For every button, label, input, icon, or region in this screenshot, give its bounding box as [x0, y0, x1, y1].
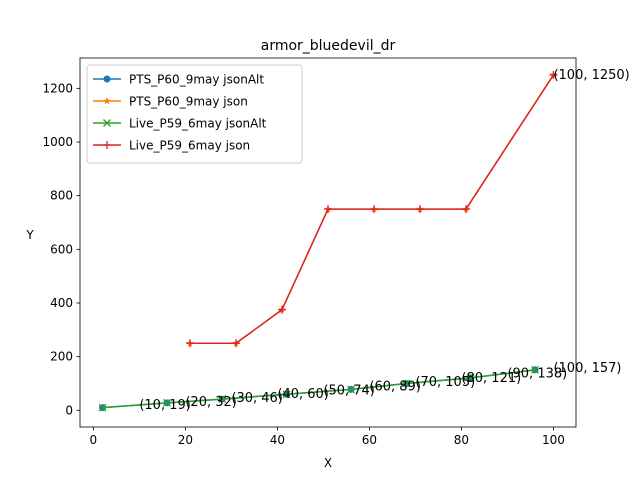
series-3-line	[102, 369, 536, 409]
series-4-point	[324, 205, 332, 214]
series-3-point	[282, 390, 291, 399]
data-label: (80, 121)	[461, 371, 521, 386]
series-3-point	[466, 373, 475, 382]
series-4-point	[231, 339, 240, 348]
legend-box	[86, 64, 303, 164]
y-tick-label: 600	[50, 242, 73, 256]
x-tick-label: 0	[90, 433, 98, 447]
data-label: (10, 19)	[139, 398, 191, 413]
legend-swatch-marker	[103, 119, 111, 127]
annotation-layer: (10, 19)(20, 32)(30, 46)(40, 60)(50, 74)…	[139, 68, 629, 413]
y-tick-label: 400	[50, 296, 73, 310]
legend: PTS_P60_9may jsonAlt PTS_P60_9may json Liv…	[86, 64, 303, 164]
series-layer	[98, 70, 558, 412]
chart-title: armor_bluedevil_dr	[261, 38, 396, 54]
series-3-point	[531, 365, 540, 374]
legend-item: Live_P59_6may jsonAlt	[93, 117, 267, 131]
data-label: (50, 74)	[323, 383, 375, 398]
series-4-point	[277, 305, 286, 314]
data-label: (70, 105)	[415, 375, 475, 390]
data-label: (100, 1250)	[553, 68, 629, 83]
y-axis-label: Y	[25, 228, 34, 242]
series-4-point	[549, 70, 558, 79]
series-4	[185, 70, 558, 348]
legend-swatch-marker	[103, 97, 111, 105]
x-tick-label: 80	[454, 433, 469, 447]
legend-item: PTS_P60_9may jsonAlt	[93, 73, 264, 87]
legend-swatch-marker	[103, 75, 111, 83]
legend-label: PTS_P60_9may json	[129, 95, 248, 109]
x-tick-label: 40	[270, 433, 285, 447]
data-label: (100, 157)	[553, 361, 621, 376]
legend-item: PTS_P60_9may json	[93, 95, 248, 109]
data-label: (20, 32)	[185, 395, 237, 410]
series-4-line	[189, 74, 555, 345]
series-4-point	[462, 205, 471, 214]
y-tick-label: 1000	[42, 135, 73, 149]
series-4-point	[370, 205, 379, 214]
x-tick-label: 100	[542, 433, 565, 447]
legend-label: Live_P59_6may json	[129, 139, 250, 153]
x-tick-label: 60	[362, 433, 377, 447]
plot-frame	[79, 57, 577, 428]
series-3	[98, 365, 540, 412]
data-label: (30, 46)	[231, 391, 283, 406]
legend-label: PTS_P60_9may jsonAlt	[129, 73, 264, 87]
series-4-point	[416, 205, 425, 214]
series-3-point	[218, 395, 227, 404]
legend-item: Live_P59_6may json	[93, 139, 250, 153]
data-label: (60, 89)	[369, 379, 421, 394]
legend-label: Live_P59_6may jsonAlt	[129, 117, 267, 131]
data-label: (40, 60)	[277, 387, 329, 402]
series-3-point	[163, 398, 171, 407]
x-tick-label: 20	[178, 433, 193, 447]
data-label: (90, 138)	[507, 366, 567, 381]
y-tick-label: 1200	[42, 81, 73, 95]
y-tick-label: 200	[50, 350, 73, 364]
x-axis-label: X	[324, 456, 332, 470]
legend-swatch-marker	[103, 141, 111, 149]
series-3-point	[402, 379, 411, 388]
y-tick-label: 800	[50, 189, 73, 203]
y-tick-label: 0	[65, 403, 73, 417]
series-4-point	[185, 339, 194, 348]
series-3-point	[347, 385, 355, 394]
series-3-point	[98, 403, 107, 412]
